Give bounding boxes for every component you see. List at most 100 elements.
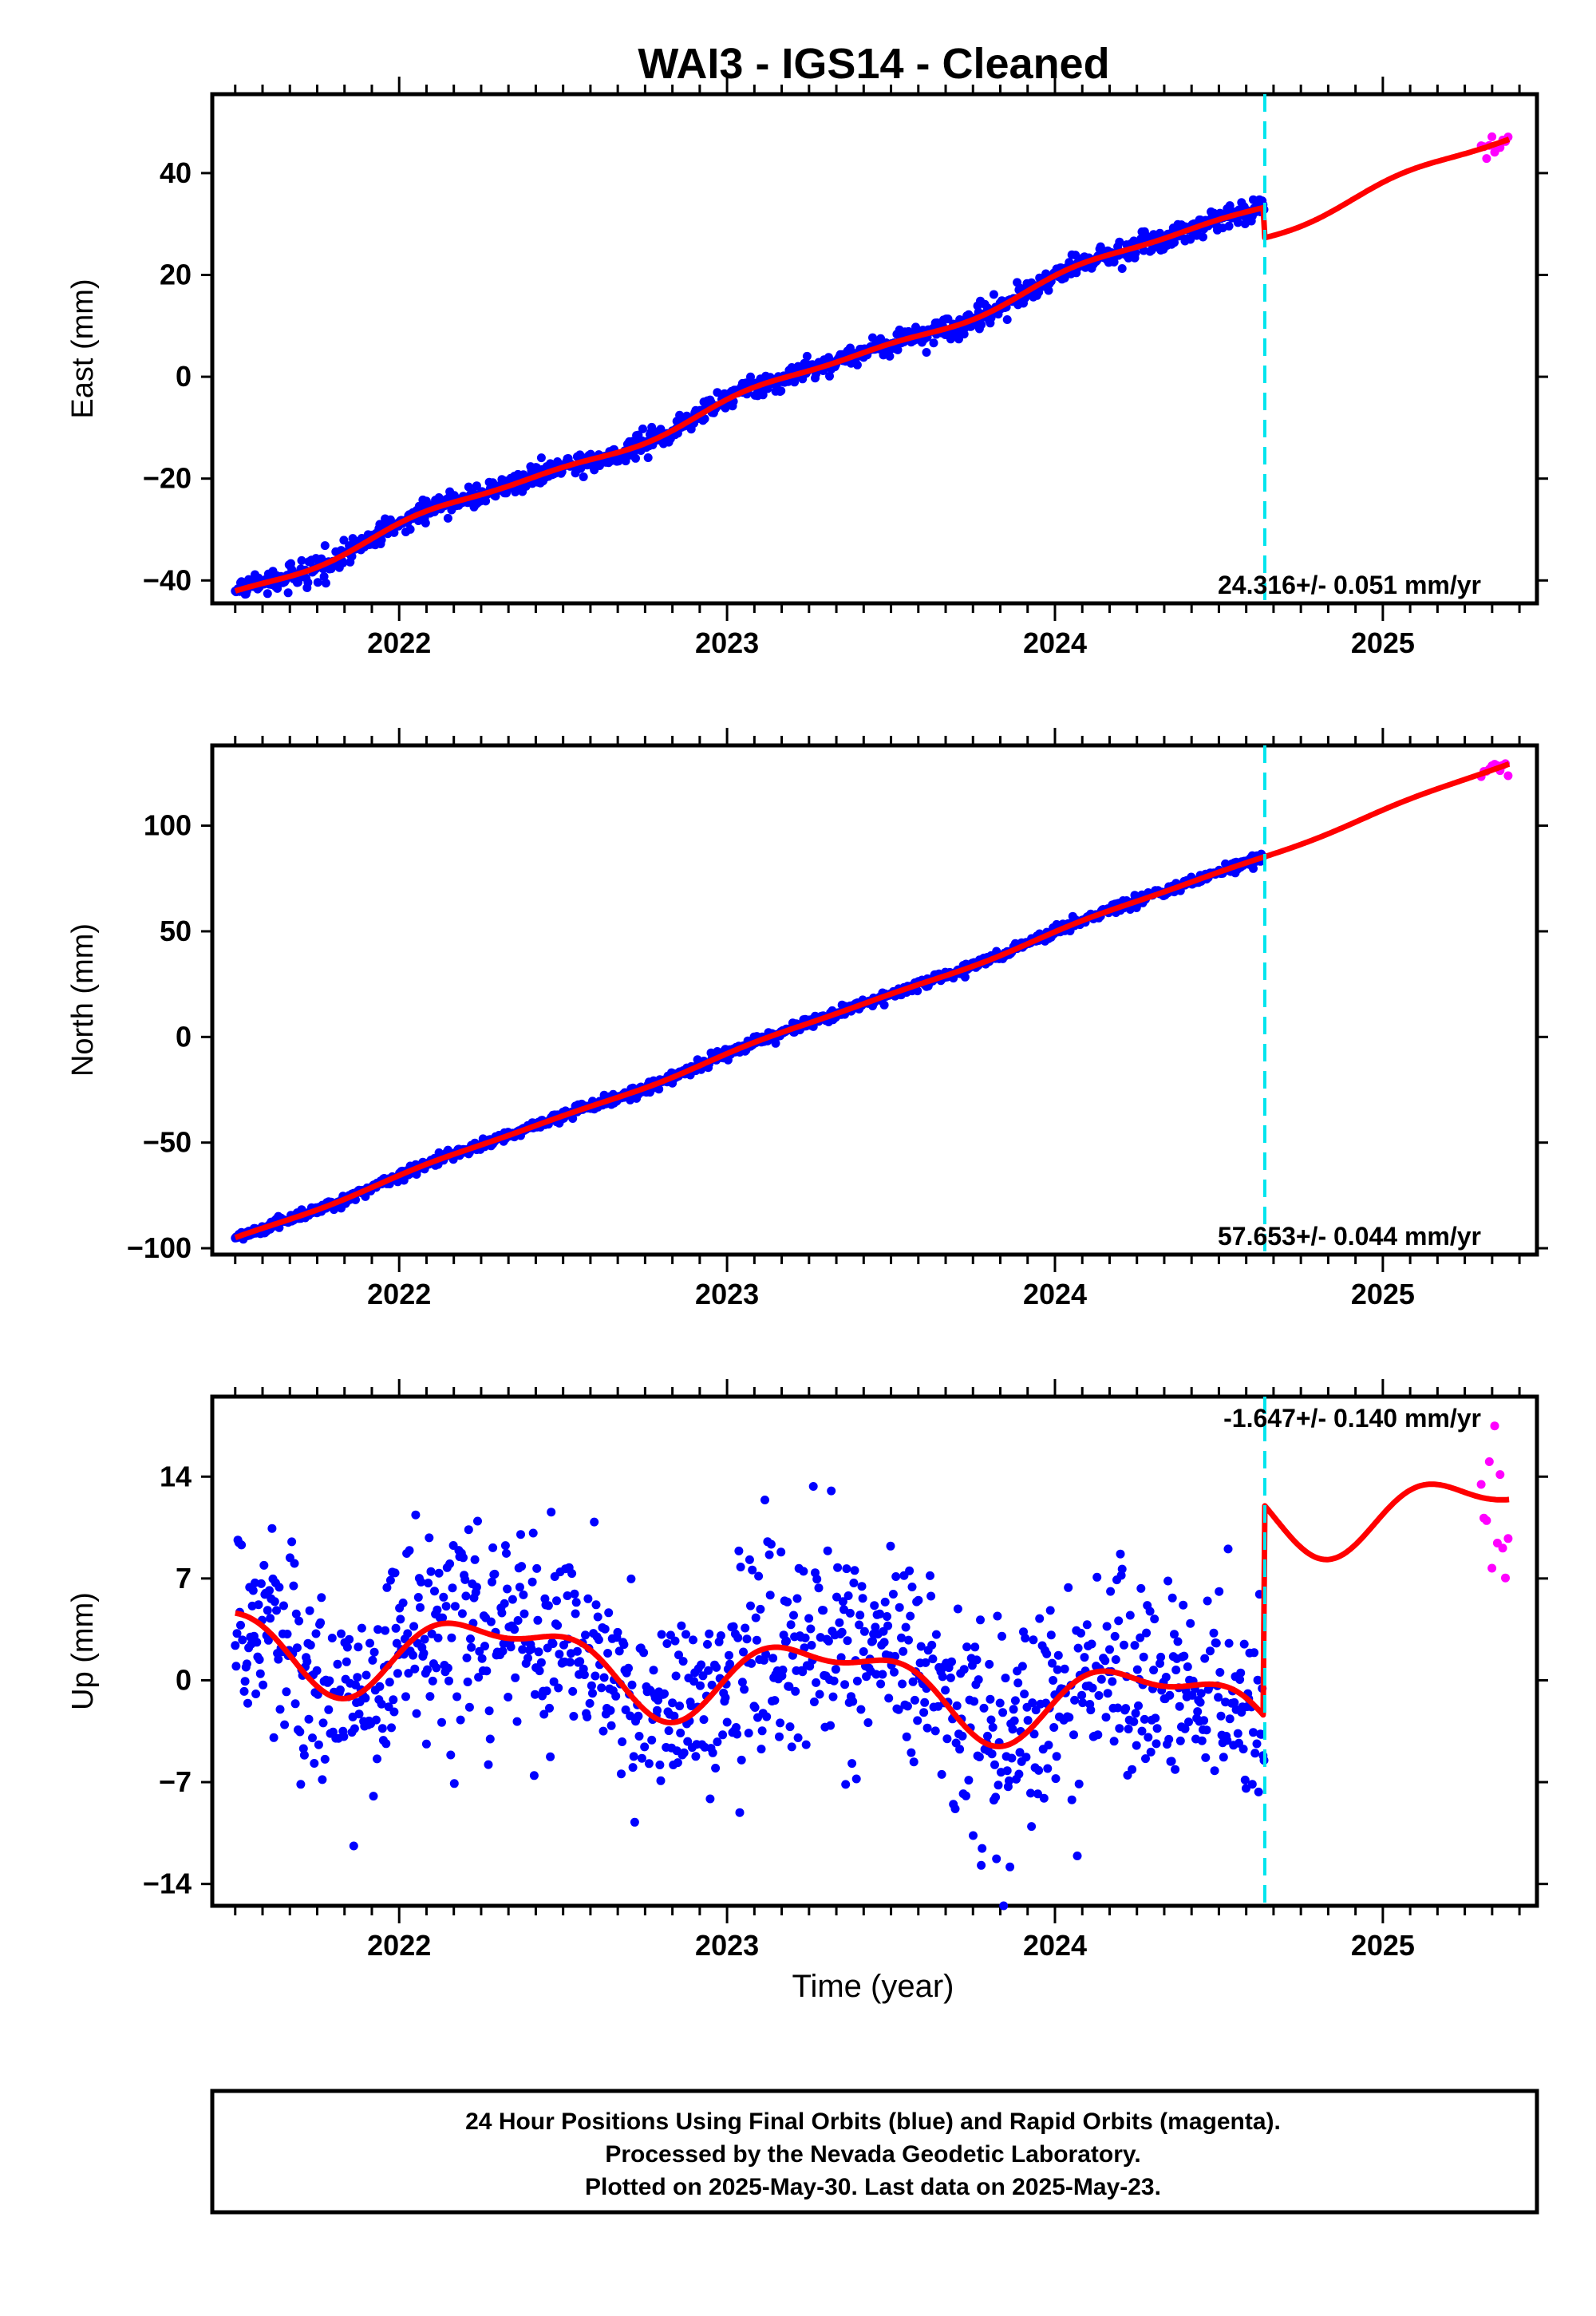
data-point-final <box>960 972 970 982</box>
data-point-final <box>579 1670 589 1679</box>
data-point-final <box>775 1732 784 1741</box>
data-point-final <box>339 1732 349 1741</box>
data-point-final <box>263 589 272 599</box>
data-point-final <box>504 1693 513 1701</box>
data-point-final <box>845 1608 855 1618</box>
data-point-final <box>1186 1618 1195 1628</box>
data-point-final <box>733 1729 742 1739</box>
data-point-final <box>283 588 293 598</box>
data-point-final <box>619 1640 629 1650</box>
data-point-final <box>327 1634 337 1642</box>
data-point-final <box>1021 1753 1031 1762</box>
data-point-final <box>1195 1697 1205 1707</box>
data-point-final <box>282 1687 291 1697</box>
data-point-final <box>681 1630 690 1639</box>
data-point-final <box>1132 1741 1141 1750</box>
data-point-final <box>766 1539 776 1549</box>
data-point-final <box>523 1654 532 1663</box>
data-point-final <box>1087 1639 1096 1649</box>
data-point-final <box>591 1600 601 1610</box>
data-point-final <box>739 1647 748 1657</box>
data-point-final <box>712 1662 721 1672</box>
data-point-final <box>838 1597 847 1607</box>
data-point-final <box>832 1592 841 1602</box>
data-point-final <box>1129 1717 1139 1726</box>
data-point-final <box>552 1596 561 1606</box>
data-point-final <box>785 1722 795 1732</box>
data-point-final <box>716 1631 725 1640</box>
data-point-final <box>670 1636 680 1646</box>
x-tick-label: 2024 <box>1023 1929 1087 1962</box>
data-point-final <box>789 1611 798 1620</box>
data-point-final <box>1175 1701 1184 1711</box>
data-point-final <box>519 1609 529 1618</box>
data-point-final <box>325 1676 334 1686</box>
data-point-final <box>998 1708 1008 1717</box>
data-point-final <box>1042 1649 1052 1658</box>
data-point-final <box>1117 264 1127 273</box>
data-point-final <box>1039 1793 1049 1803</box>
data-point-final <box>385 1575 395 1585</box>
data-point-final <box>430 1587 439 1596</box>
panel-east: −40 −20 0 20 40 2022 2023 2024 2025 East (mm) 24.3… <box>66 77 1548 659</box>
data-point-final <box>529 1771 539 1780</box>
data-point-final <box>898 1679 907 1689</box>
data-point-final <box>907 1748 916 1757</box>
data-point-final <box>353 1673 362 1682</box>
data-point-final <box>1187 1690 1197 1700</box>
data-point-final <box>239 1686 249 1696</box>
data-point-final <box>448 1583 457 1593</box>
data-point-final <box>976 1615 985 1625</box>
data-point-final <box>421 1739 431 1749</box>
data-point-final <box>518 1645 527 1654</box>
data-point-final <box>237 1540 247 1550</box>
data-point-final <box>1149 1666 1159 1675</box>
data-point-final <box>528 1528 538 1538</box>
data-point-final <box>835 1618 844 1627</box>
data-point-final <box>689 1677 699 1686</box>
data-point-final <box>903 1701 912 1711</box>
data-point-final <box>484 1760 493 1769</box>
data-point-final <box>412 1709 421 1718</box>
data-point-final <box>1199 232 1207 242</box>
data-point-final <box>748 1565 757 1575</box>
data-point-final <box>859 1647 868 1656</box>
data-point-final <box>357 1623 366 1633</box>
velocity-label: -1.647+/- 0.140 mm/yr <box>1223 1404 1481 1433</box>
data-point-final <box>1214 1693 1223 1702</box>
data-point-final <box>927 1640 937 1650</box>
data-point-final <box>405 524 415 534</box>
data-point-final <box>1027 1822 1037 1832</box>
data-point-final <box>445 1559 455 1568</box>
x-tick-label: 2024 <box>1023 626 1087 659</box>
y-axis-label: North (mm) <box>66 923 100 1077</box>
data-point-final <box>953 1604 962 1614</box>
data-point-final <box>1230 1697 1239 1707</box>
data-point-final <box>837 1627 847 1637</box>
data-point-final <box>424 1579 433 1588</box>
data-point-final <box>721 1693 730 1702</box>
data-point-final <box>855 1620 864 1630</box>
data-point-final <box>909 1757 918 1767</box>
data-point-final <box>368 1655 377 1665</box>
data-point-rapid <box>1498 1543 1507 1553</box>
y-tick-label: 0 <box>176 360 192 393</box>
data-point-final <box>302 1657 312 1666</box>
data-point-final <box>441 1602 451 1611</box>
data-point-final <box>683 1737 693 1746</box>
velocity-label: 24.316+/- 0.051 mm/yr <box>1218 571 1481 599</box>
data-point-final <box>590 1517 599 1527</box>
data-point-final <box>644 1759 654 1769</box>
data-point-final <box>381 1626 390 1635</box>
data-point-final <box>401 1692 410 1701</box>
data-point-final <box>871 1622 880 1632</box>
data-point-final <box>1242 1784 1250 1793</box>
data-point-final <box>428 1676 437 1686</box>
data-point-final <box>488 1577 496 1587</box>
data-point-final <box>1086 1705 1096 1715</box>
data-point-final <box>849 1579 859 1587</box>
data-point-final <box>708 1748 717 1757</box>
data-point-final <box>251 1690 261 1698</box>
data-point-final <box>391 1623 401 1633</box>
data-point-final <box>259 1560 269 1570</box>
